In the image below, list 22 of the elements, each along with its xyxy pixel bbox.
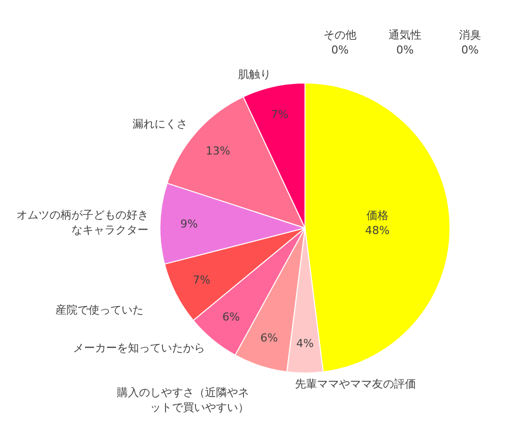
data-label: 6% — [222, 310, 240, 324]
data-label: 48% — [365, 224, 390, 237]
text: 0% — [396, 44, 414, 56]
data-label: 7% — [192, 274, 210, 287]
data-label: 4% — [296, 337, 314, 350]
slice-label: 先輩ママやママ友の評価 — [295, 378, 416, 391]
slice-label: 価格 — [366, 208, 388, 222]
slice-label: 購入のしやすさ（近隣やネットで買いやすい） — [116, 386, 249, 414]
category-label: 消臭 — [459, 28, 481, 42]
slice-label: オムツの柄が子どもの好きなキャラクター — [16, 208, 148, 237]
slice-label: 産院で使っていた — [56, 303, 144, 316]
data-label: 7% — [270, 108, 288, 121]
data-label: 9% — [180, 217, 198, 230]
data-label: 13% — [206, 144, 230, 158]
text: 0% — [331, 44, 349, 56]
category-label: 通気性 — [388, 28, 422, 42]
category-label: その他 — [324, 28, 356, 42]
data-label: 6% — [260, 331, 278, 344]
slice-label: メーカーを知っていたから — [73, 342, 206, 355]
slice-label: 漏れにくさ — [132, 117, 188, 130]
text: 0% — [461, 44, 479, 56]
slice-label: 肌触り — [238, 68, 271, 82]
